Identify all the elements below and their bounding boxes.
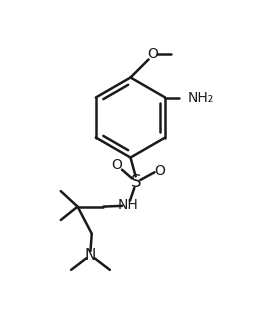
Text: NH: NH bbox=[117, 198, 138, 212]
Text: NH₂: NH₂ bbox=[188, 91, 214, 105]
Text: O: O bbox=[111, 158, 122, 172]
Text: O: O bbox=[147, 47, 158, 61]
Text: N: N bbox=[85, 248, 96, 263]
Text: S: S bbox=[130, 173, 141, 191]
Text: O: O bbox=[154, 164, 165, 178]
